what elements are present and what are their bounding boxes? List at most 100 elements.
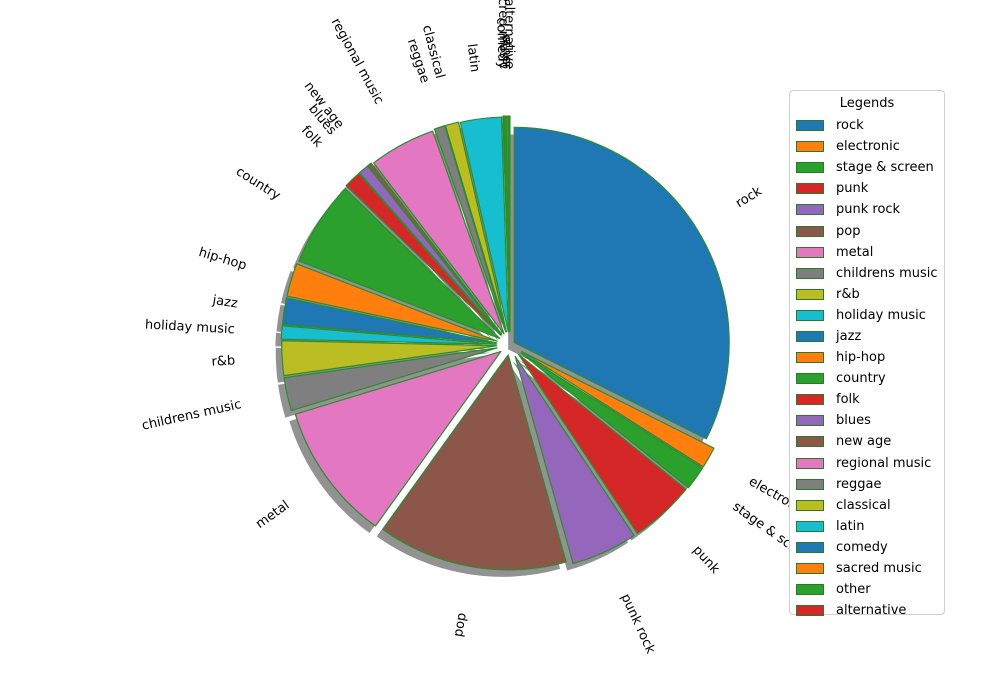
pie-slice-punk-rock <box>514 355 635 565</box>
legend-swatch-new-age <box>796 436 824 448</box>
legend-swatch-hip-hop <box>796 352 824 364</box>
slice-label-childrens-music: childrens music <box>140 397 242 434</box>
slice-label-pop: pop <box>451 612 470 639</box>
slice-label-country: country <box>233 164 283 204</box>
slice-label-metal: metal <box>253 498 292 532</box>
legend-swatch-sacred-music <box>796 563 824 575</box>
legend-label-pop: pop <box>836 223 861 239</box>
legend-swatch-electronic <box>796 141 824 153</box>
legend-label-new-age: new age <box>836 434 892 450</box>
legend-items: rock electronic stage & screen punk punk roc… <box>796 115 938 621</box>
pie-slice-regional-music <box>373 130 505 335</box>
legend-item-latin: latin <box>796 516 938 537</box>
legend-swatch-r-b <box>796 288 824 300</box>
pie-slice-classical <box>444 121 508 333</box>
legend-item-other: other <box>796 579 938 600</box>
legend-item-stage-screen: stage & screen <box>796 157 938 178</box>
legend-swatch-classical <box>796 499 824 511</box>
legend-label-r-b: r&b <box>836 286 860 302</box>
pie-slice-latin <box>459 116 509 333</box>
pie-slice-punk <box>517 353 687 535</box>
legend-label-holiday-music: holiday music <box>836 307 926 323</box>
legend-swatch-regional-music <box>796 457 824 469</box>
pie-slices <box>280 115 730 571</box>
legend-label-country: country <box>836 371 886 387</box>
pie-slice-rock <box>513 126 730 440</box>
legend-label-hip-hop: hip-hop <box>836 350 886 366</box>
slice-label-alternative: alternative <box>501 0 516 69</box>
legend-label-electronic: electronic <box>836 139 900 155</box>
legend-item-rock: rock <box>796 115 938 136</box>
legend-item-blues: blues <box>796 410 938 431</box>
legend-title: Legends <box>839 96 895 111</box>
slice-label-hip-hop: hip-hop <box>197 245 248 273</box>
pie-slice-folk <box>345 172 502 336</box>
legend-swatch-childrens-music <box>796 267 824 279</box>
legend-swatch-punk-rock <box>796 204 824 216</box>
legend-label-regional-music: regional music <box>836 455 932 471</box>
legend-item-country: country <box>796 368 938 389</box>
legend-label-punk: punk <box>836 181 869 197</box>
pie-slice-alternative <box>508 115 511 332</box>
slice-label-punk-rock: punk rock <box>617 592 658 657</box>
pie-slice-childrens-music <box>283 347 498 412</box>
legend-swatch-reggae <box>796 478 824 490</box>
legend-swatch-stage-screen <box>796 162 824 174</box>
legend-item-sacred-music: sacred music <box>796 558 938 579</box>
legend-item-folk: folk <box>796 389 938 410</box>
legend-swatch-latin <box>796 520 824 532</box>
legend-swatch-comedy <box>796 541 824 553</box>
legend-label-folk: folk <box>836 392 860 408</box>
pie-slice-metal <box>294 350 502 527</box>
legend-label-jazz: jazz <box>836 328 862 344</box>
legend-label-blues: blues <box>836 413 871 429</box>
legend-item-alternative: alternative <box>796 600 938 621</box>
legend-label-other: other <box>836 582 871 598</box>
legend-item-hip-hop: hip-hop <box>796 347 938 368</box>
legend-item-holiday-music: holiday music <box>796 305 938 326</box>
pie-slice-r-b <box>281 340 498 377</box>
legend-label-rock: rock <box>836 118 864 134</box>
legend-label-punk-rock: punk rock <box>836 202 901 218</box>
legend-label-childrens-music: childrens music <box>836 265 938 281</box>
pie-slice-hip-hop <box>286 263 498 342</box>
pie-slice-jazz <box>281 297 498 344</box>
legend-label-classical: classical <box>836 497 891 513</box>
legend-label-reggae: reggae <box>836 476 882 492</box>
legend-swatch-folk <box>796 394 824 406</box>
legend-swatch-country <box>796 373 824 385</box>
legend-swatch-holiday-music <box>796 309 824 321</box>
legend-swatch-rock <box>796 120 824 132</box>
slice-label-holiday-music: holiday music <box>145 317 236 337</box>
legend-label-stage-screen: stage & screen <box>836 160 934 176</box>
slice-label-jazz: jazz <box>211 293 239 312</box>
slice-label-latin: latin <box>464 43 483 73</box>
pie-slice-pop <box>382 354 567 571</box>
pie-slice-electronic <box>521 351 715 468</box>
legend-swatch-punk <box>796 183 824 195</box>
slice-label-comedy: comedy <box>493 17 509 69</box>
pie-slice-holiday-music <box>280 325 497 345</box>
legend-item-classical: classical <box>796 495 938 516</box>
legend-label-comedy: comedy <box>836 539 888 555</box>
slice-label-regional-music: regional music <box>328 16 386 107</box>
legend-item-pop: pop <box>796 220 938 241</box>
pie-slice-country <box>298 188 501 340</box>
legend: Legends rock electronic stage & screen punk… <box>789 90 945 618</box>
legend-label-alternative: alternative <box>836 603 907 619</box>
legend-label-latin: latin <box>836 518 865 534</box>
slice-label-punk: punk <box>689 543 722 577</box>
legend-item-comedy: comedy <box>796 537 938 558</box>
legend-item-regional-music: regional music <box>796 453 938 474</box>
legend-swatch-metal <box>796 246 824 258</box>
legend-item-punk-rock: punk rock <box>796 199 938 220</box>
legend-swatch-pop <box>796 225 824 237</box>
legend-item-reggae: reggae <box>796 474 938 495</box>
legend-swatch-alternative <box>796 605 824 617</box>
legend-item-new-age: new age <box>796 431 938 452</box>
pie-slice-new-age <box>367 162 503 335</box>
slice-label-sacred-music: sacred music <box>495 0 512 69</box>
slice-label-rock: rock <box>733 184 765 212</box>
legend-item-electronic: electronic <box>796 136 938 157</box>
